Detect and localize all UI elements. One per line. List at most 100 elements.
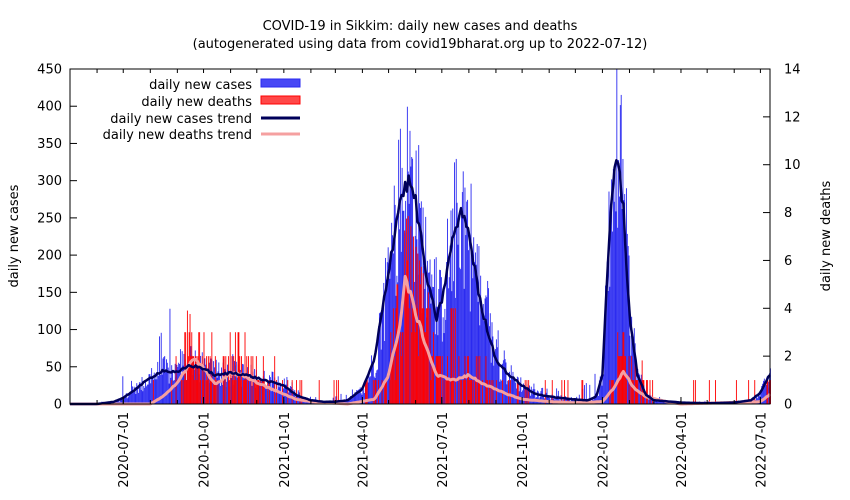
cases-bar — [625, 250, 627, 404]
deaths-bar — [524, 380, 526, 404]
deaths-bar — [424, 332, 426, 404]
cases-bar — [138, 392, 139, 404]
cases-bar — [146, 384, 148, 404]
legend-cases-trend-label: daily new cases trend — [110, 112, 252, 127]
y-left-tick-label: 450 — [37, 63, 62, 78]
deaths-bar — [193, 356, 194, 404]
x-tick-label: 2020-10-01 — [198, 412, 213, 488]
deaths-bar — [622, 332, 624, 404]
cases-bar — [599, 376, 601, 404]
cases-bar — [129, 391, 131, 404]
deaths-bar — [767, 380, 769, 404]
deaths-bar — [269, 380, 270, 404]
deaths-bar — [446, 380, 448, 404]
cases-bar — [523, 385, 525, 404]
cases-bar — [127, 397, 129, 404]
cases-bar — [621, 208, 623, 404]
cases-bar — [249, 374, 251, 404]
cases-bar — [478, 246, 480, 404]
cases-bar — [619, 105, 621, 404]
cases-bar — [482, 304, 484, 404]
deaths-bar — [426, 308, 428, 404]
deaths-bar — [581, 380, 583, 404]
cases-bar — [372, 362, 373, 404]
cases-bar — [432, 286, 434, 404]
deaths-bar — [412, 308, 414, 404]
cases-bar — [556, 388, 558, 404]
deaths-bar — [171, 380, 173, 404]
cases-bar — [373, 376, 375, 404]
cases-bar — [630, 355, 632, 404]
cases-bar — [297, 390, 299, 404]
deaths-bar — [415, 246, 417, 404]
cases-bar — [605, 283, 607, 404]
cases-bar — [503, 350, 505, 404]
y-left-tick-label: 0 — [54, 398, 62, 413]
cases-bar — [388, 263, 390, 404]
cases-bar — [560, 395, 562, 404]
cases-bar — [385, 279, 387, 404]
deaths-bar — [263, 380, 265, 404]
cases-bar — [459, 267, 461, 404]
deaths-bar — [464, 356, 466, 404]
cases-bar — [496, 347, 498, 404]
cases-bar — [182, 365, 184, 404]
deaths-bar — [423, 308, 425, 404]
cases-bar — [651, 399, 653, 404]
deaths-bar — [207, 356, 209, 404]
y-axis-right-title: daily new deaths — [819, 180, 834, 291]
cases-bar — [177, 367, 179, 404]
deaths-bar — [207, 380, 208, 404]
y-right-tick-label: 6 — [784, 254, 792, 269]
cases-bar — [446, 261, 448, 404]
deaths-bar — [287, 380, 289, 404]
cases-bar — [443, 333, 445, 404]
deaths-bar — [621, 356, 623, 404]
deaths-bar — [254, 380, 256, 404]
cases-bar — [605, 285, 606, 404]
cases-bar — [236, 377, 238, 404]
cases-bar — [488, 326, 490, 404]
cases-bar — [764, 384, 766, 404]
deaths-bar — [398, 332, 400, 404]
deaths-bar — [228, 380, 230, 404]
deaths-bar — [431, 356, 433, 404]
cases-bar — [522, 383, 524, 404]
cases-bar — [393, 185, 395, 404]
deaths-bar — [225, 356, 227, 404]
cases-bar — [164, 356, 166, 404]
deaths-bar — [391, 356, 393, 404]
deaths-bar — [234, 380, 235, 404]
cases-bar — [200, 367, 202, 404]
deaths-bar — [450, 308, 452, 404]
cases-bar — [351, 396, 352, 404]
cases-bar — [557, 395, 558, 404]
cases-bar — [431, 274, 433, 404]
cases-bar — [162, 358, 164, 404]
x-tick-label: 2022-07-01 — [754, 412, 769, 488]
cases-bar — [403, 210, 405, 404]
cases-bar — [141, 377, 143, 404]
deaths-bar — [201, 356, 203, 404]
deaths-bar — [735, 380, 737, 404]
deaths-bar — [479, 356, 481, 404]
deaths-bar — [492, 380, 494, 404]
cases-bar — [438, 288, 440, 404]
deaths-bar — [255, 380, 256, 404]
cases-bar — [386, 262, 388, 404]
cases-bar — [379, 312, 381, 404]
deaths-bar — [242, 380, 244, 404]
cases-bar — [657, 401, 659, 404]
deaths-bar — [619, 356, 621, 404]
deaths-bar — [337, 380, 339, 404]
cases-bar — [447, 288, 449, 404]
deaths-bar — [417, 253, 419, 404]
deaths-bar — [401, 332, 403, 404]
cases-bar — [120, 397, 122, 404]
cases-bar — [376, 370, 378, 404]
deaths-bar — [465, 380, 467, 404]
cases-bar — [414, 235, 416, 404]
cases-bar — [466, 201, 468, 404]
cases-bar — [259, 381, 261, 404]
cases-bar — [458, 221, 460, 404]
